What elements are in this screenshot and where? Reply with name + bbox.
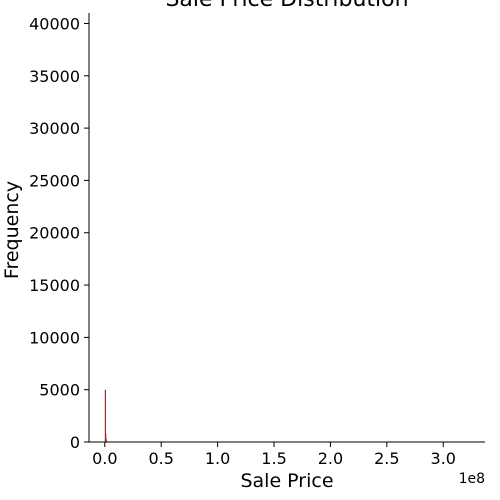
x-axis-offset-label: 1e8 — [459, 471, 485, 487]
y-tick-label: 35000 — [29, 67, 80, 86]
y-tick-label: 0 — [70, 433, 80, 452]
x-axis-ticks: 0.0 0.5 1.0 1.5 2.0 2.5 3.0 — [92, 442, 456, 468]
histogram-bars — [104, 389, 108, 442]
x-tick-label: 0.5 — [148, 449, 173, 468]
y-tick-label: 10000 — [29, 328, 80, 347]
y-tick-label: 20000 — [29, 224, 80, 243]
y-axis-ticks: 0 5000 10000 15000 20000 25000 30000 35000 40000 — [29, 14, 89, 452]
x-tick-label: 2.0 — [318, 449, 343, 468]
y-tick-label: 5000 — [39, 381, 80, 400]
x-tick-label: 1.5 — [261, 449, 286, 468]
chart-title: Sale Price Distribution — [165, 0, 408, 12]
y-tick-label: 30000 — [29, 119, 80, 138]
histogram-bar — [105, 438, 107, 442]
x-tick-label: 3.0 — [431, 449, 456, 468]
y-tick-label: 40000 — [29, 14, 80, 33]
x-tick-label: 1.0 — [205, 449, 230, 468]
x-tick-label: 2.5 — [374, 449, 399, 468]
y-tick-label: 15000 — [29, 276, 80, 295]
x-tick-label: 0.0 — [92, 449, 117, 468]
histogram-bar — [105, 440, 108, 442]
histogram-bar — [104, 389, 106, 442]
y-tick-label: 25000 — [29, 171, 80, 190]
histogram-bar — [105, 433, 107, 442]
y-axis-label: Frequency — [1, 181, 23, 279]
x-axis-label: Sale Price — [240, 470, 333, 492]
